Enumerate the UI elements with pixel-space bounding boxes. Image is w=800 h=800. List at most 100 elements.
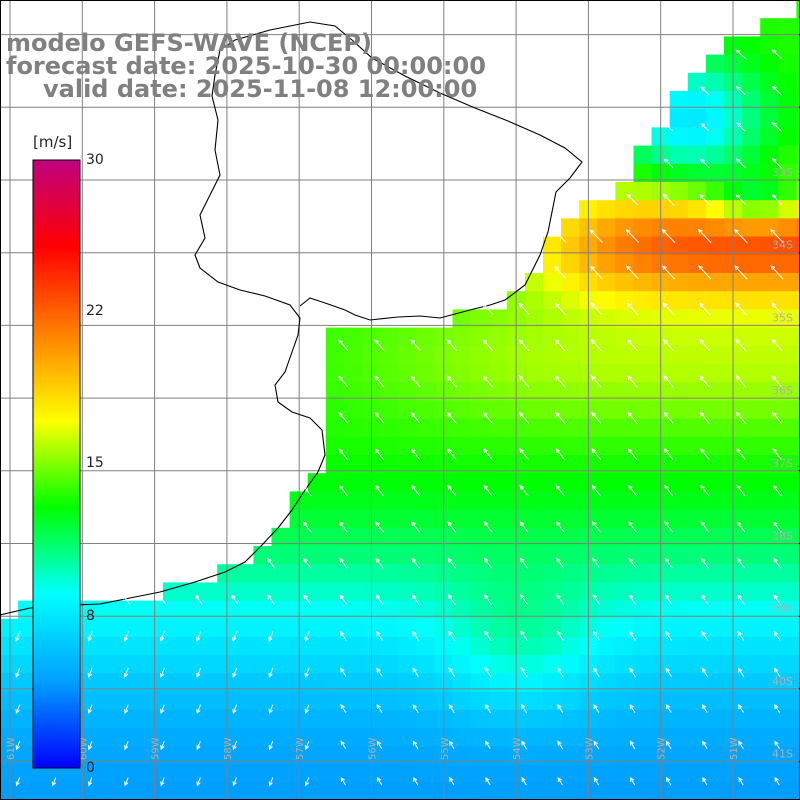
wind-cell (380, 691, 399, 711)
wind-cell (778, 764, 797, 784)
wind-arrow (738, 776, 744, 786)
wind-cell (524, 691, 544, 711)
wind-cell (561, 546, 580, 565)
wind-cell (524, 728, 544, 747)
wind-arrow (737, 594, 745, 605)
wind-arrow (699, 158, 710, 169)
wind-arrow (772, 448, 782, 460)
wind-cell (380, 709, 399, 729)
wind-cell (796, 782, 800, 800)
wind-cell (796, 764, 800, 784)
wind-arrow (554, 229, 567, 243)
wind-cell (18, 764, 37, 784)
wind-cell (615, 564, 635, 583)
wind-cell (760, 764, 779, 784)
wind-cell (488, 400, 508, 420)
wind-cell (669, 109, 689, 128)
wind-cell (597, 764, 616, 784)
wind-cell (597, 491, 616, 511)
wind-arrow (590, 302, 602, 315)
wind-cell (0, 618, 19, 638)
wind-cell (561, 782, 580, 800)
wind-cell (742, 418, 761, 438)
wind-cell (633, 473, 653, 492)
lon-label: 61W (6, 737, 17, 760)
wind-cell (72, 764, 92, 784)
lon-label: 59W (151, 737, 162, 760)
wind-cell (452, 764, 472, 784)
wind-cell (343, 600, 363, 620)
wind-cell (452, 728, 472, 747)
wind-cell (325, 673, 345, 693)
wind-arrow (774, 740, 780, 750)
wind-cell (452, 582, 472, 602)
wind-cell (669, 637, 689, 656)
wind-cell (343, 655, 363, 674)
wind-arrow (592, 594, 601, 605)
wind-cell (343, 746, 363, 765)
wind-arrow (557, 740, 564, 750)
wind-cell (524, 309, 544, 329)
wind-cell (796, 527, 800, 547)
wind-cell (524, 764, 544, 784)
wind-cell (742, 564, 761, 583)
wind-cell (778, 182, 797, 201)
wind-cell (615, 455, 635, 474)
wind-cell (760, 782, 779, 800)
wind-cell (760, 236, 779, 256)
wind-cell (307, 655, 327, 674)
wind-arrow (736, 411, 746, 424)
wind-cell (90, 637, 110, 656)
wind-cell (108, 764, 128, 784)
wind-cell (742, 436, 761, 456)
wind-arrow (593, 703, 600, 713)
wind-cell (199, 691, 218, 711)
wind-cell (561, 637, 580, 656)
lon-label: 58W (223, 737, 234, 760)
wind-cell (452, 691, 472, 711)
wind-cell (325, 418, 345, 438)
wind-cell (488, 637, 508, 656)
wind-cell (669, 527, 689, 547)
wind-cell (760, 746, 779, 765)
wind-cell (633, 273, 653, 292)
wind-cell (181, 764, 200, 784)
wind-cell (398, 618, 417, 638)
wind-cell (36, 782, 55, 800)
wind-cell (524, 364, 544, 383)
wind-cell (543, 637, 562, 656)
wind-cell (742, 36, 761, 56)
wind-cell (561, 673, 580, 693)
wind-arrow (555, 484, 565, 497)
wind-cell (398, 418, 417, 438)
wind-cell (742, 655, 761, 674)
wind-cell (162, 709, 182, 729)
wind-cell (343, 782, 363, 800)
wind-cell (687, 764, 707, 784)
coastline-path (0, 21, 583, 616)
wind-arrow (375, 557, 384, 569)
wind-arrow (736, 521, 746, 533)
wind-cell (398, 709, 417, 729)
wind-cell (742, 673, 761, 693)
wind-arrow (737, 667, 745, 677)
wind-cell (488, 655, 508, 674)
wind-cell (705, 72, 725, 92)
wind-cell (597, 728, 616, 747)
wind-cell (742, 291, 761, 310)
wind-arrow (629, 704, 636, 713)
wind-arrow (735, 86, 746, 96)
wind-cell (235, 691, 254, 711)
wind-cell (561, 764, 580, 784)
wind-cell (0, 709, 19, 729)
wind-arrow (663, 158, 674, 169)
wind-arrow (413, 776, 419, 786)
colorbar-tick-8: 8 (86, 608, 95, 624)
wind-cell (524, 509, 544, 529)
wind-arrow (410, 411, 421, 424)
wind-cell (416, 764, 435, 784)
wind-arrow (700, 484, 710, 497)
wind-arrow (412, 704, 419, 713)
wind-cell (597, 382, 616, 401)
wind-cell (669, 382, 689, 401)
